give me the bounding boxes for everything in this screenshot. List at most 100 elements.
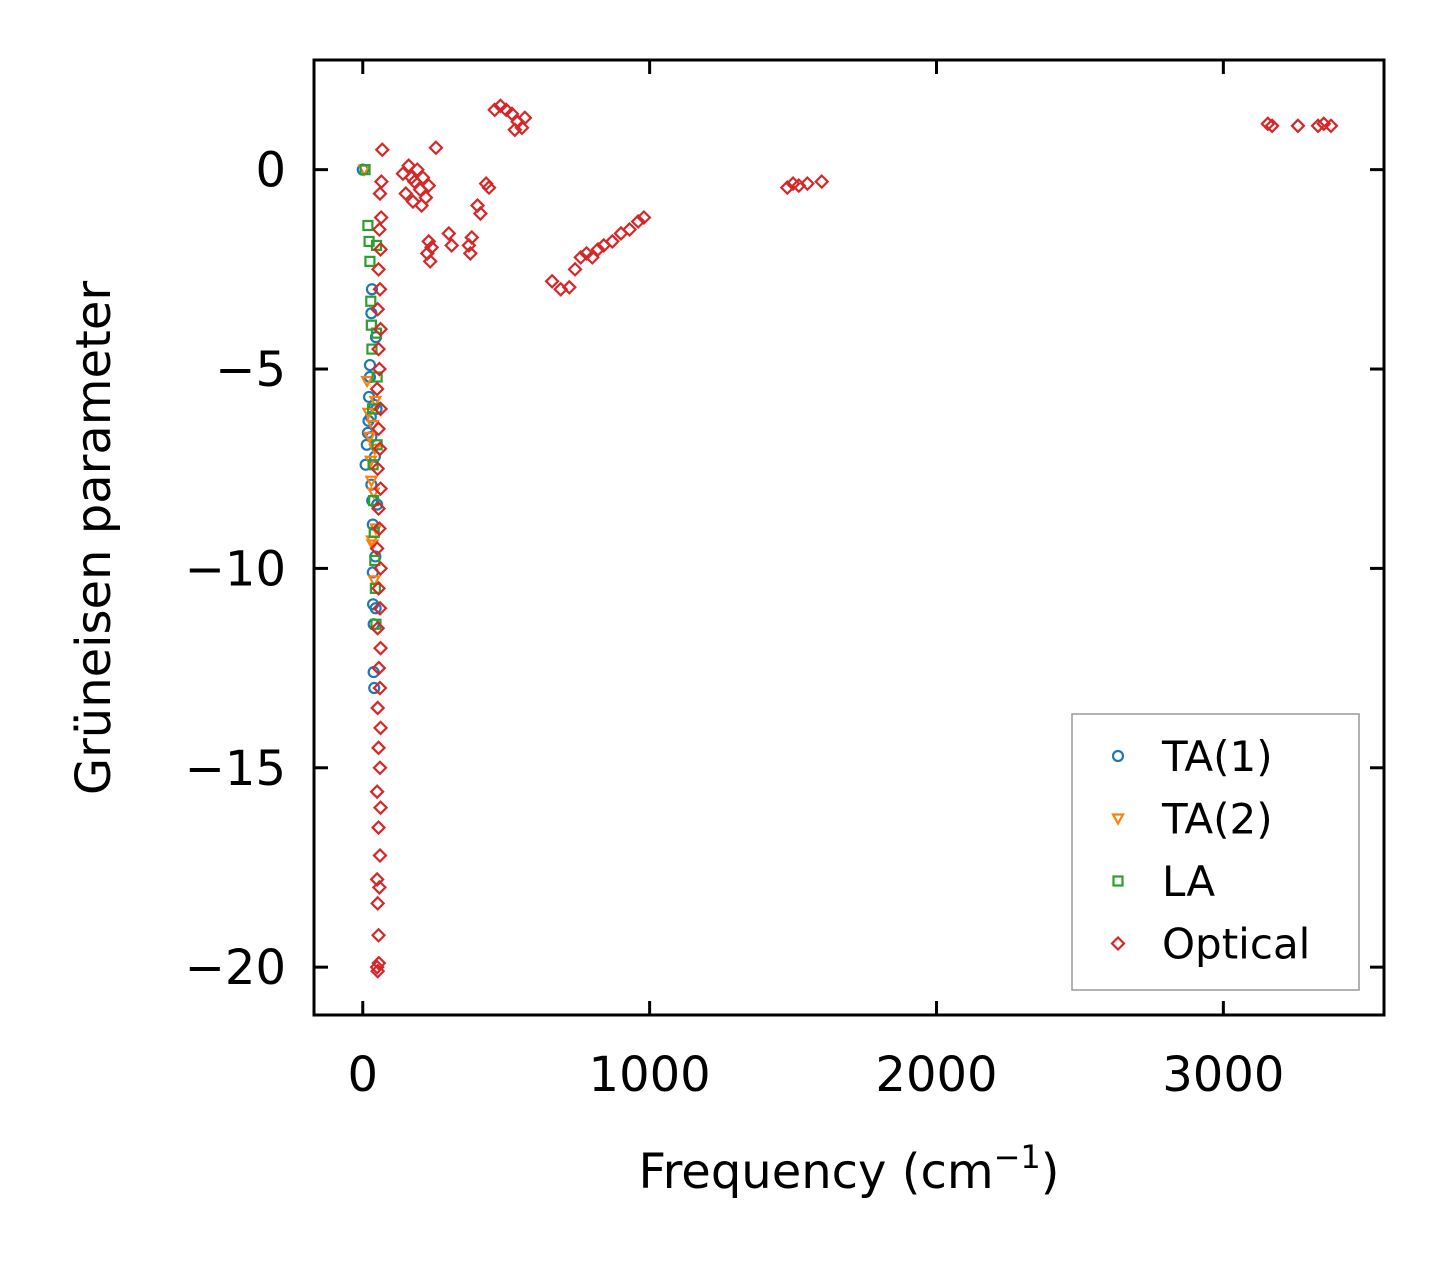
data-point — [444, 237, 460, 253]
data-point — [504, 106, 520, 122]
data-point — [498, 102, 514, 118]
data-point — [590, 241, 606, 257]
data-point — [369, 381, 385, 397]
series-layer — [356, 98, 1339, 979]
data-point — [372, 321, 389, 337]
data-point — [359, 164, 371, 176]
data-point — [370, 341, 387, 357]
data-point — [472, 205, 488, 222]
y-tick-label: −10 — [185, 541, 286, 597]
x-tick-label: 2000 — [875, 1047, 997, 1103]
data-point — [1310, 118, 1326, 134]
data-point — [507, 122, 523, 138]
data-point — [464, 229, 480, 245]
data-point — [360, 375, 374, 389]
data-point — [421, 178, 437, 194]
data-point — [362, 431, 377, 445]
data-point — [372, 600, 388, 616]
legend-label: LA — [1162, 857, 1215, 906]
data-point — [409, 162, 425, 178]
data-point — [370, 461, 386, 477]
data-point — [372, 847, 388, 864]
data-point — [366, 343, 378, 355]
data-point — [370, 927, 387, 943]
data-point — [395, 166, 411, 182]
data-point — [372, 441, 388, 457]
data-point — [370, 580, 387, 596]
data-point — [372, 186, 388, 202]
data-point — [814, 174, 830, 190]
data-point — [370, 820, 387, 836]
data-point — [414, 197, 430, 214]
legend-label: TA(2) — [1161, 795, 1273, 844]
data-point — [636, 209, 652, 226]
data-point — [1260, 116, 1276, 132]
y-tick-label: −5 — [215, 342, 286, 398]
data-point — [398, 186, 414, 202]
data-point — [373, 174, 389, 190]
data-point — [424, 239, 440, 255]
legend-item: LA — [1112, 857, 1215, 906]
data-point — [372, 720, 389, 736]
data-point — [372, 640, 389, 656]
data-point — [561, 279, 577, 295]
data-point — [370, 421, 387, 437]
data-point — [415, 170, 431, 186]
data-point — [567, 261, 583, 277]
plot-frame — [312, 58, 1386, 1017]
y-axis: 0 −5 −10 −15 −20 — [185, 143, 1384, 996]
data-point — [403, 170, 420, 186]
x-axis-label-main: Frequency (cm — [638, 1144, 993, 1200]
data-point — [799, 176, 815, 192]
data-point — [369, 959, 385, 975]
data-point — [369, 540, 385, 557]
data-point — [371, 955, 387, 971]
data-point — [372, 401, 389, 417]
data-point — [370, 895, 386, 911]
data-point — [372, 241, 389, 257]
legend-marker — [1111, 813, 1125, 826]
data-point — [372, 481, 389, 497]
y-tick-label: −15 — [185, 741, 286, 797]
series-la — [359, 164, 383, 630]
y-tick-label: −20 — [185, 940, 286, 996]
legend-marker — [1110, 935, 1126, 952]
data-point — [364, 475, 379, 488]
data-point — [365, 283, 379, 296]
data-point — [373, 209, 389, 226]
legend-label: Optical — [1162, 920, 1310, 969]
x-axis-label-superscript: −1 — [994, 1138, 1041, 1176]
data-point — [401, 158, 417, 174]
data-point — [578, 245, 595, 261]
data-point — [371, 660, 387, 676]
data-point — [372, 760, 388, 776]
data-point — [370, 963, 386, 979]
data-point — [371, 520, 387, 537]
data-point — [370, 261, 387, 277]
data-point — [370, 620, 386, 636]
data-point — [372, 560, 389, 576]
data-point — [372, 800, 389, 816]
data-point — [462, 245, 478, 261]
data-point — [363, 358, 377, 372]
data-point — [1290, 118, 1306, 134]
data-point — [371, 879, 387, 895]
data-point — [630, 213, 646, 230]
data-point — [368, 681, 381, 695]
data-point — [441, 225, 457, 242]
data-point — [366, 403, 379, 415]
x-tick-label: 1000 — [589, 1047, 711, 1103]
x-axis: 0 1000 2000 3000 — [347, 60, 1284, 1103]
data-point — [481, 180, 497, 196]
data-point — [369, 582, 381, 594]
data-point — [365, 295, 377, 307]
data-point — [1264, 118, 1280, 134]
data-point — [573, 249, 589, 265]
data-point — [1323, 118, 1339, 134]
legend-item: TA(2) — [1111, 795, 1273, 844]
data-point — [544, 273, 560, 289]
data-point — [371, 221, 387, 238]
data-point — [604, 233, 620, 249]
data-point — [367, 575, 382, 588]
data-point — [584, 249, 600, 265]
